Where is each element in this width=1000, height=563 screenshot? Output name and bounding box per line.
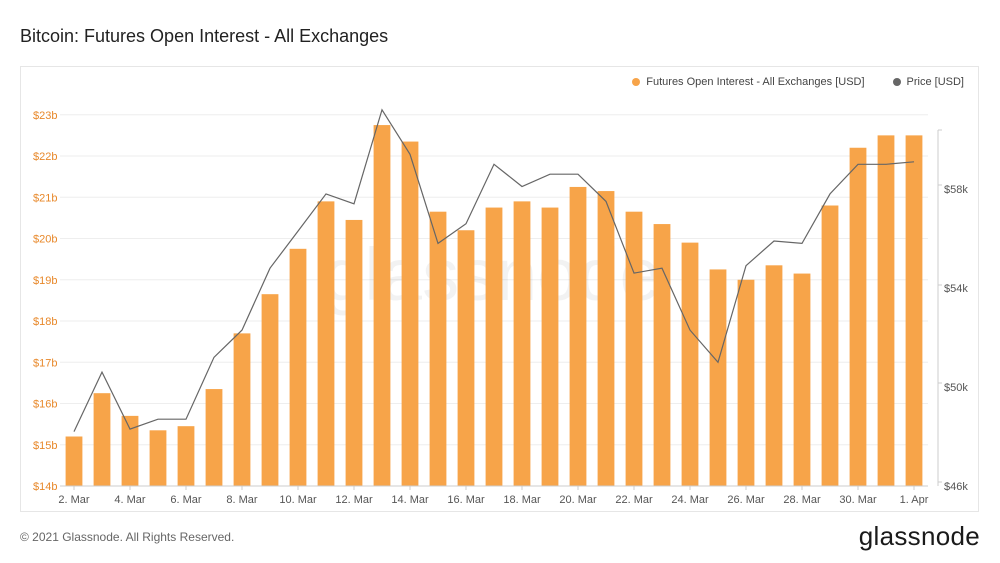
legend-label-price: Price [USD] xyxy=(906,76,964,88)
page-title: Bitcoin: Futures Open Interest - All Exc… xyxy=(20,26,389,46)
bar xyxy=(177,426,195,486)
legend-item-price[interactable]: Price [USD] xyxy=(892,76,964,88)
bar xyxy=(877,135,895,486)
chart-frame xyxy=(20,66,979,512)
bar xyxy=(821,205,839,486)
bar xyxy=(569,186,587,486)
line-layer xyxy=(73,108,915,432)
bar xyxy=(121,415,139,486)
bar xyxy=(261,294,279,486)
x-axis-tick-label: 10. Mar xyxy=(279,494,317,506)
x-axis-tick-label: 28. Mar xyxy=(783,494,821,506)
left-axis-tick-label: $22b xyxy=(33,151,57,163)
bar xyxy=(485,207,503,486)
right-axis-tick-label: $58k xyxy=(944,184,968,196)
x-axis-tick-label: 20. Mar xyxy=(559,494,597,506)
left-axis-tick-label: $16b xyxy=(33,399,57,411)
left-axis-tick-label: $15b xyxy=(33,440,57,452)
left-axis-tick-label: $14b xyxy=(33,481,57,493)
bar xyxy=(765,265,783,486)
bar xyxy=(905,135,923,486)
bar xyxy=(625,211,643,486)
bar xyxy=(541,207,559,486)
bar xyxy=(233,333,251,486)
x-axis-tick-label: 22. Mar xyxy=(615,494,653,506)
bar xyxy=(65,436,83,486)
bar xyxy=(793,273,811,486)
x-axis-tick-label: 1. Apr xyxy=(900,494,929,506)
x-axis-tick-label: 18. Mar xyxy=(503,494,541,506)
left-axis-tick-label: $20b xyxy=(33,234,57,246)
x-axis-tick-label: 6. Mar xyxy=(170,494,202,506)
x-axis-tick-label: 2. Mar xyxy=(58,494,90,506)
x-axis-tick-label: 14. Mar xyxy=(391,494,429,506)
left-axis-tick-label: $17b xyxy=(33,357,57,369)
footer-copyright: © 2021 Glassnode. All Rights Reserved. xyxy=(20,530,235,544)
right-axis-tick-label: $46k xyxy=(944,481,968,493)
right-axis-tick-label: $50k xyxy=(944,382,968,394)
brand-logo: glassnode xyxy=(858,521,980,551)
legend-dot-open-interest xyxy=(632,78,641,86)
bar xyxy=(93,393,111,486)
x-axis-tick-label: 26. Mar xyxy=(727,494,765,506)
x-axis-tick-label: 8. Mar xyxy=(226,494,258,506)
bar xyxy=(205,389,223,486)
x-axis-tick-label: 16. Mar xyxy=(447,494,485,506)
bar xyxy=(457,230,475,486)
bar xyxy=(597,191,615,486)
bar-layer xyxy=(65,125,923,486)
bar xyxy=(345,219,363,486)
x-axis-tick-label: 4. Mar xyxy=(114,494,146,506)
left-axis-tick-label: $21b xyxy=(33,192,57,204)
left-axis-tick-label: $23b xyxy=(33,110,57,122)
bar xyxy=(373,125,391,486)
legend-item-open-interest[interactable]: Futures Open Interest - All Exchanges [U… xyxy=(632,76,865,88)
bar xyxy=(653,224,671,486)
bar xyxy=(149,430,167,486)
bar xyxy=(401,141,419,486)
bar xyxy=(709,269,727,486)
bar xyxy=(513,201,531,486)
left-axis-tick-label: $19b xyxy=(33,275,57,287)
bar xyxy=(317,201,335,486)
x-axis-tick-label: 12. Mar xyxy=(335,494,373,506)
bar xyxy=(737,279,755,486)
x-axis-tick-label: 30. Mar xyxy=(839,494,877,506)
bar xyxy=(681,242,699,486)
axis-layer: $14b $15b $16b $17b $18b $19b $20b $21b $22b $23b… xyxy=(33,110,968,506)
legend-dot-price xyxy=(892,78,901,86)
legend-label-open-interest: Futures Open Interest - All Exchanges [U… xyxy=(646,76,865,88)
bar xyxy=(849,147,867,486)
chart-legend: Futures Open Interest - All Exchanges [U… xyxy=(632,76,964,88)
bar xyxy=(289,248,307,486)
left-axis-tick-label: $18b xyxy=(33,316,57,328)
right-axis-tick-label: $54k xyxy=(944,283,968,295)
bar xyxy=(429,211,447,486)
x-axis-tick-label: 24. Mar xyxy=(671,494,709,506)
